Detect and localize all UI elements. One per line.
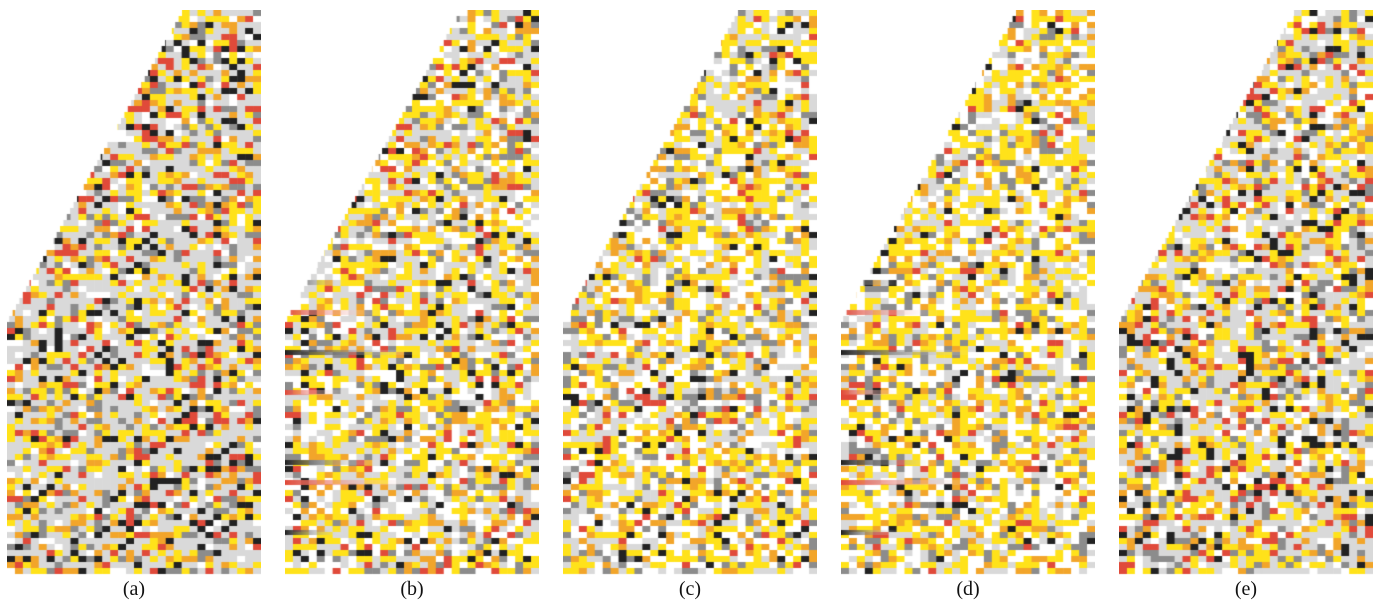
heatmap-c [563,10,817,576]
heatmap-a [7,10,261,576]
heatmap-b [285,10,539,576]
panel-c [563,10,817,576]
caption-b: (b) [400,578,424,600]
caption-c: (c) [678,578,702,600]
heatmap-e [1119,10,1373,576]
panel-a [7,10,261,576]
caption-d: (d) [956,578,980,600]
heatmap-d [841,10,1095,576]
caption-e: (e) [1234,578,1258,600]
panel-e [1119,10,1373,576]
caption-a: (a) [122,578,146,600]
panel-b [285,10,539,576]
panel-d [841,10,1095,576]
